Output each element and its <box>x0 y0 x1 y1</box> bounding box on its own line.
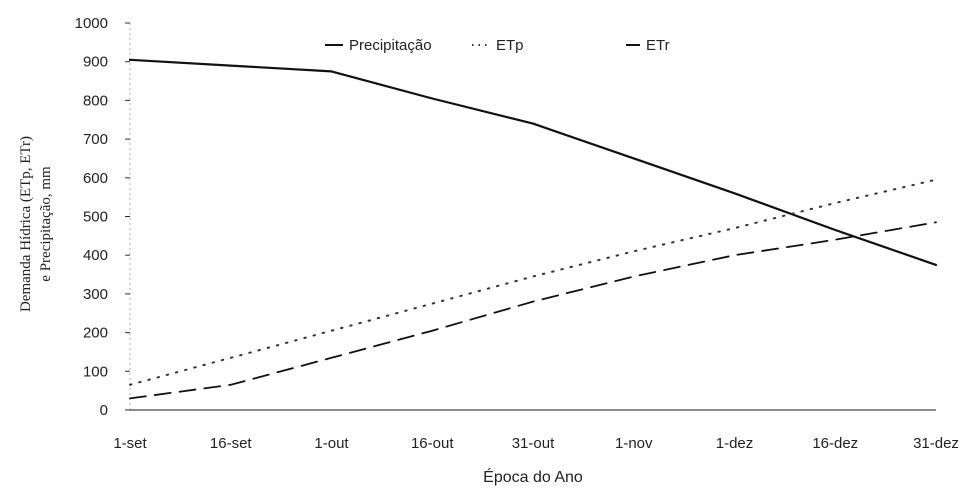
y-tick-label: 200 <box>83 325 108 342</box>
x-axis-label: Época do Ano <box>483 467 583 486</box>
x-tick-label: 31-out <box>512 435 555 452</box>
y-tick-label: 100 <box>83 363 108 380</box>
y-axis-label-line: e Precipitação, mm <box>38 166 54 282</box>
y-tick-label: 900 <box>83 54 108 71</box>
y-tick-label: 500 <box>83 209 108 226</box>
legend: Precipitação ETp ETr <box>325 37 670 54</box>
x-tick-label: 16-out <box>411 435 454 452</box>
x-tick-label: 16-set <box>210 435 253 452</box>
y-axis-label: Demanda Hídrica (ETp, ETr) e Precipitação… <box>18 136 54 312</box>
y-tick-label: 800 <box>83 92 108 109</box>
legend-label: ETr <box>646 37 670 54</box>
series-line-precipita-o <box>128 58 938 266</box>
y-tick-label: 0 <box>100 402 108 419</box>
legend-label: Precipitação <box>349 37 432 54</box>
x-tick-label: 1-nov <box>615 435 653 452</box>
y-tick-label: 600 <box>83 170 108 187</box>
y-tick-label: 400 <box>83 247 108 264</box>
series-line-etr <box>129 221 937 400</box>
x-tick-label: 16-dez <box>812 435 858 452</box>
y-tick-label: 700 <box>83 131 108 148</box>
y-axis: 0 100 200 300 400 500 600 700 800 900 1000 <box>75 15 131 419</box>
y-axis-label-line: Demanda Hídrica (ETp, ETr) <box>18 136 34 312</box>
x-axis: 1-set 16-set 1-out 16-out 31-out 1-nov 1-dez 16… <box>113 409 959 452</box>
y-tick-label: 1000 <box>75 15 108 32</box>
legend-label: ETp <box>496 37 524 54</box>
series-lines <box>128 58 938 400</box>
x-tick-label: 1-set <box>113 435 147 452</box>
x-tick-label: 1-dez <box>716 435 754 452</box>
x-tick-label: 31-dez <box>913 435 959 452</box>
series-line-etp <box>129 178 937 386</box>
y-tick-label: 300 <box>83 286 108 303</box>
x-tick-label: 1-out <box>314 435 349 452</box>
